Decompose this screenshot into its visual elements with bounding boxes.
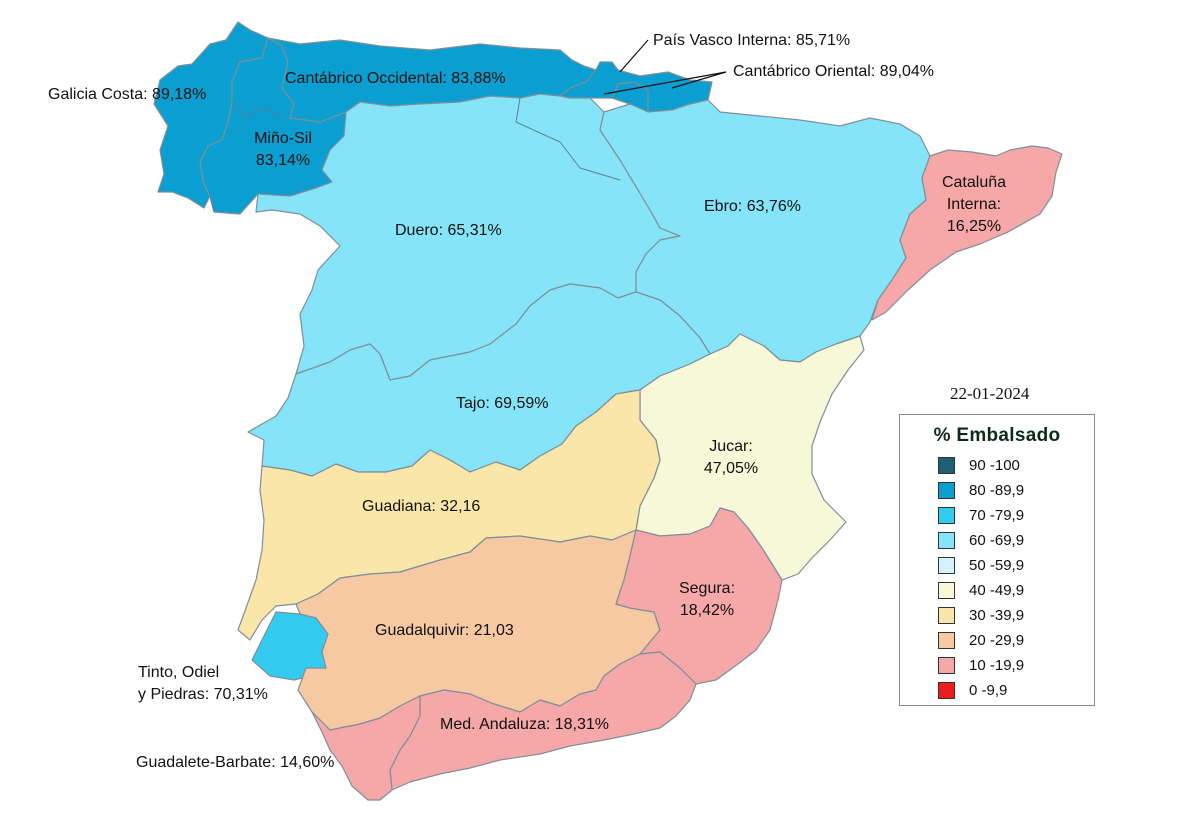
label-mino-sil: Miño-Sil 83,14% [238, 128, 328, 172]
map-date: 22-01-2024 [950, 384, 1030, 403]
legend-item: 0 -9,9 [900, 678, 1094, 703]
label-cataluna-line1: Cataluña [941, 174, 1007, 191]
basin-segura[interactable] [615, 507, 783, 685]
label-guadalquivir: Guadalquivir: 21,03 [375, 622, 514, 639]
label-cantabrico-oriental: Cantábrico Oriental: 89,04% [733, 63, 934, 80]
legend-label: 80 -89,9 [969, 482, 1025, 499]
legend-label: 50 -59,9 [969, 557, 1025, 574]
legend-item: 40 -49,9 [900, 578, 1094, 603]
label-tinto-odiel-piedras: Tinto, Odiel y Piedras: 70,31% [138, 662, 268, 706]
legend-title: % Embalsado [933, 425, 1061, 446]
label-pais-vasco-interna: País Vasco Interna: 85,71% [653, 32, 851, 49]
leader-cantabrico-oriental-b [671, 71, 727, 89]
legend-label: 60 -69,9 [969, 532, 1025, 549]
label-jucar-value: 47,05% [703, 460, 759, 477]
legend-swatch [938, 632, 955, 649]
legend-swatch [938, 457, 955, 474]
legend-item: 50 -59,9 [900, 553, 1094, 578]
label-galicia-costa: Galicia Costa: 89,18% [48, 86, 207, 103]
label-tinto-line1: Tinto, Odiel [138, 664, 220, 681]
legend-label: 40 -49,9 [969, 582, 1025, 599]
label-mino-sil-name: Miño-Sil [254, 130, 312, 147]
legend-label: 30 -39,9 [969, 607, 1025, 624]
legend-swatch [938, 557, 955, 574]
internal-boundary-galicia [231, 101, 283, 119]
legend-swatch [938, 657, 955, 674]
label-cantabrico-occidental: Cantábrico Occidental: 83,88% [285, 70, 506, 87]
legend-item: 30 -39,9 [900, 603, 1094, 628]
label-cataluna-interna: Cataluña Interna: 16,25% [922, 172, 1026, 238]
legend-item: 60 -69,9 [900, 528, 1094, 553]
internal-boundary-miño [209, 195, 215, 213]
label-segura-value: 18,42% [679, 602, 735, 619]
leader-cantabrico-oriental-a [603, 71, 727, 95]
label-duero: Duero: 65,31% [395, 222, 502, 239]
legend-label: 90 -100 [969, 457, 1020, 474]
legend-swatch [938, 682, 955, 699]
legend-swatch [938, 532, 955, 549]
label-cataluna-line2: Interna: [946, 196, 1002, 213]
label-cataluna-value: 16,25% [946, 218, 1002, 235]
legend-label: 70 -79,9 [969, 507, 1025, 524]
legend-swatch [938, 507, 955, 524]
legend-item: 90 -100 [900, 453, 1094, 478]
legend-item: 10 -19,9 [900, 653, 1094, 678]
legend-swatch [938, 582, 955, 599]
label-jucar-name: Jucar: [709, 438, 753, 455]
label-ebro: Ebro: 63,76% [704, 198, 801, 215]
legend-item: 20 -29,9 [900, 628, 1094, 653]
label-segura-name: Segura: [678, 580, 736, 597]
legend-swatch [938, 607, 955, 624]
legend: % Embalsado 90 -100 80 -89,9 70 -79,9 60… [899, 414, 1095, 706]
label-guadiana: Guadiana: 32,16 [362, 498, 481, 515]
label-mino-sil-value: 83,14% [255, 152, 311, 169]
label-segura: Segura: 18,42% [662, 578, 752, 622]
label-guadalete-barbate: Guadalete-Barbate: 14,60% [136, 754, 335, 771]
legend-item: 70 -79,9 [900, 503, 1094, 528]
basin-cataluna-interna[interactable] [871, 145, 1063, 321]
legend-label: 0 -9,9 [969, 682, 1008, 699]
label-jucar: Jucar: 47,05% [686, 436, 776, 480]
label-med-andaluza: Med. Andaluza: 18,31% [440, 716, 610, 733]
legend-item: 80 -89,9 [900, 478, 1094, 503]
label-tajo: Tajo: 69,59% [456, 395, 549, 412]
basin-guadalete-barbate[interactable] [311, 695, 421, 801]
leader-pais-vasco [619, 39, 649, 73]
legend-label: 10 -19,9 [969, 657, 1025, 674]
legend-label: 20 -29,9 [969, 632, 1025, 649]
internal-boundary-duero [515, 97, 621, 181]
label-tinto-line2: y Piedras: 70,31% [138, 686, 268, 703]
leader-lines [603, 39, 727, 95]
legend-swatch [938, 482, 955, 499]
